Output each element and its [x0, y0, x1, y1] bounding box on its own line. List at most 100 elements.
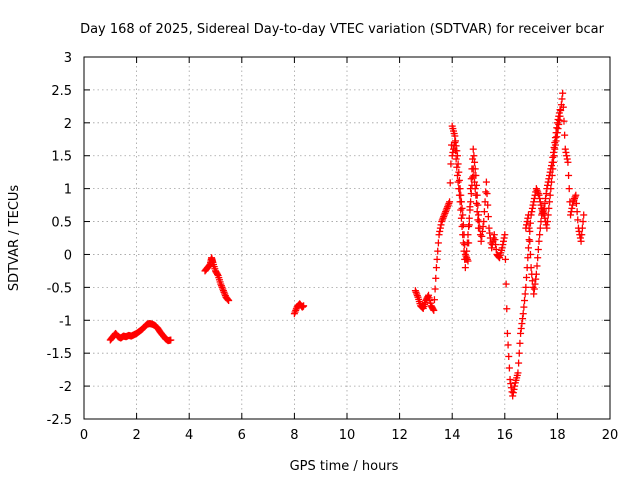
data-point	[480, 218, 488, 226]
data-point	[465, 222, 473, 230]
data-point	[446, 198, 454, 206]
y-axis-ticks: -2.5 -2 -1.5 -1 -0.5 0 0.5 1 1.5 2 2.5 3	[47, 51, 610, 428]
data-point	[535, 191, 543, 199]
data-point	[520, 303, 528, 311]
data-point	[528, 204, 536, 212]
data-point	[503, 329, 511, 337]
data-point	[461, 264, 469, 272]
data-point	[451, 139, 459, 147]
data-point	[522, 273, 530, 281]
data-point	[534, 246, 542, 254]
data-point	[570, 195, 578, 203]
x-tick-label: 2	[132, 428, 140, 443]
data-point	[547, 165, 555, 173]
x-tick-label: 18	[549, 428, 566, 443]
data-point	[536, 231, 544, 239]
data-point	[579, 218, 587, 226]
data-point	[558, 95, 566, 103]
data-point	[538, 209, 546, 217]
data-point	[465, 214, 473, 222]
data-point	[563, 155, 571, 163]
data-point	[290, 310, 298, 318]
data-point	[545, 175, 553, 183]
data-point	[532, 275, 540, 283]
x-tick-label: 16	[497, 428, 514, 443]
data-point	[221, 290, 229, 298]
data-point	[507, 380, 515, 388]
data-point	[413, 292, 421, 300]
data-point	[510, 385, 518, 393]
data-point	[504, 341, 512, 349]
data-point	[463, 239, 471, 247]
data-point	[526, 237, 534, 245]
data-point	[524, 244, 532, 252]
data-point	[451, 132, 459, 140]
data-point	[505, 352, 513, 360]
data-point	[524, 214, 532, 222]
data-point	[432, 264, 440, 272]
data-point	[503, 305, 511, 313]
data-point	[459, 211, 467, 219]
x-tick-label: 20	[602, 428, 619, 443]
data-point	[561, 145, 569, 153]
data-point	[473, 208, 481, 216]
data-point	[482, 178, 490, 186]
data-point	[536, 195, 544, 203]
y-tick-label: 1.5	[51, 150, 72, 165]
data-point	[562, 148, 570, 156]
data-point	[291, 308, 299, 316]
data-point	[451, 147, 459, 155]
data-point	[450, 142, 458, 150]
data-point	[490, 231, 498, 239]
data-point	[455, 176, 463, 184]
y-tick-label: 1	[64, 183, 72, 198]
data-point	[546, 191, 554, 199]
y-tick-label: -2	[59, 380, 72, 395]
data-point	[438, 218, 446, 226]
data-point	[477, 237, 485, 245]
data-point	[569, 201, 577, 209]
data-point	[469, 173, 477, 181]
data-point	[451, 137, 459, 145]
data-point	[432, 274, 440, 282]
data-point	[455, 185, 463, 193]
data-point	[467, 190, 475, 198]
data-point	[433, 255, 441, 263]
data-point	[515, 359, 523, 367]
data-point	[455, 168, 463, 176]
data-point	[526, 250, 534, 258]
data-point	[567, 211, 575, 219]
data-point	[453, 171, 461, 179]
chart-title: Day 168 of 2025, Sidereal Day-to-day VTE…	[80, 22, 604, 37]
data-point	[223, 295, 231, 303]
data-point	[538, 211, 546, 219]
data-point	[536, 224, 544, 232]
data-point	[455, 191, 463, 199]
data-point	[488, 244, 496, 252]
data-point	[438, 216, 446, 224]
data-point	[478, 227, 486, 235]
data-point	[465, 221, 473, 229]
data-point	[521, 297, 529, 305]
data-point	[514, 369, 522, 377]
data-point	[506, 376, 514, 384]
data-point	[458, 204, 466, 212]
data-point	[509, 392, 517, 400]
data-point	[412, 288, 420, 296]
data-point	[536, 198, 544, 206]
data-point	[561, 131, 569, 139]
data-point	[491, 236, 499, 244]
data-point	[567, 208, 575, 216]
data-point	[532, 270, 540, 278]
data-point	[413, 290, 421, 298]
data-point	[452, 155, 460, 163]
data-point	[551, 139, 559, 147]
data-point	[522, 283, 530, 291]
data-point	[502, 280, 510, 288]
data-point	[527, 264, 535, 272]
data-point	[436, 224, 444, 232]
data-point	[443, 204, 451, 212]
data-point	[550, 144, 558, 151]
x-tick-label: 10	[339, 428, 356, 443]
data-point	[167, 336, 175, 344]
